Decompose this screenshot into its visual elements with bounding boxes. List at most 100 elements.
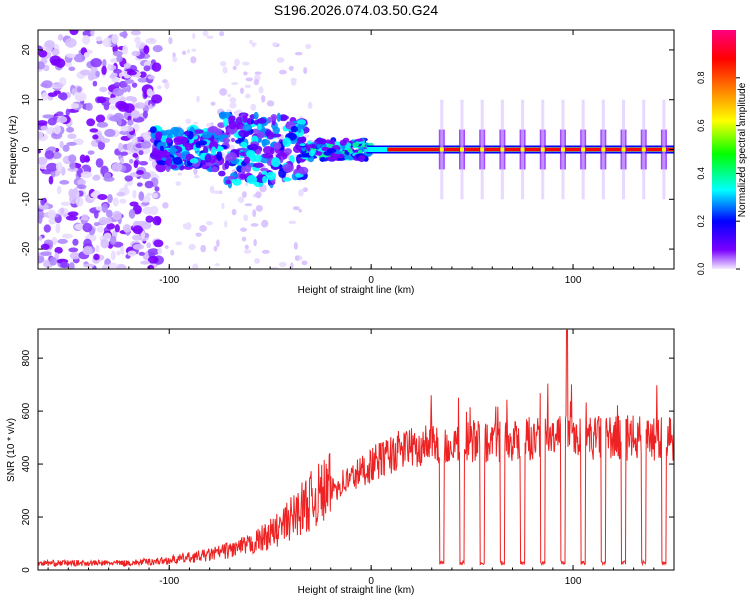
spectrogram-blob [82,222,93,233]
spectrogram-blob [326,148,337,153]
spectrogram-blob [219,111,228,120]
spectrogram-blob [235,139,242,144]
spectrogram-blob [219,60,227,67]
spectrogram-blob [298,209,302,213]
spectrogram-blob [152,44,163,53]
snr-x-tick-label: -100 [159,576,179,587]
spectrogram-blob [294,255,300,261]
colorbar: 0.0 0.2 0.4 0.6 0.8 Normalized spectral ampl… [696,30,748,275]
spectrogram-blob [232,65,237,71]
spectrogram-blob [246,174,258,185]
spectrogram-blob [145,37,157,45]
spectrogram-blob [119,198,127,204]
carrier-band-peak [387,147,674,152]
colorbar-gradient [712,30,736,269]
spectrogram-blob [175,181,182,186]
spectrogram-blob [244,203,253,207]
spectrogram-blob [288,220,297,225]
spectrogram-blob [73,187,78,195]
spectrogram-blob [264,130,271,137]
spectrogram-blob [55,161,63,172]
spectrogram-blob [181,50,187,56]
spectrogram-blob [193,121,199,125]
spectrogram-blob [242,61,250,66]
spectrogram-blob [95,70,100,77]
spectrogram-blob [70,103,80,109]
spectrogram-blob [92,134,99,140]
spectrogram-blob [117,142,124,152]
spectrogram-blob [141,201,150,206]
spectrogram-blob [272,42,278,47]
spectrogram-blob [147,75,156,80]
spectrogram-blob [107,262,119,269]
spectrogram-blob [38,254,45,264]
colorbar-tick-label: 0.0 [696,263,706,276]
spectrogram-blob [140,260,150,265]
spectrogram-blob [190,56,197,64]
spectrogram-blob [245,77,253,82]
spectrogram-blob [131,82,138,88]
spectrogram-blob [82,246,93,256]
spectrogram-blob [141,171,151,180]
spectrogram-blob [140,230,146,240]
spectrogram-blob [242,124,253,131]
spectrogram-blob [214,263,220,267]
snr-x-tick-label: 100 [565,576,582,587]
spectrogram-blob [38,120,48,126]
spectrogram-blob [137,77,149,83]
spectrogram-blob [146,88,153,97]
spectrogram-blob [57,34,64,41]
spectrogram-blob [44,150,55,160]
spectrogram-blob [231,81,239,86]
spectrogram-blob [223,117,229,127]
spectrogram-blob [253,79,260,86]
spectrogram-blob [249,143,258,151]
spectrogram-blob [157,247,163,255]
spectrogram-blob [68,247,79,253]
spectrogram-blob [87,72,95,81]
spectrogram-blob [106,222,116,230]
spectrogram-blob [115,264,127,269]
spectrogram-blob [343,155,353,160]
dropout-gap [661,147,666,152]
spectrogram-blob [170,164,178,170]
spectrogram-blob [278,114,288,122]
spectrogram-blob [145,215,154,223]
spectrogram-blob [95,114,106,123]
spectrogram-blob [90,192,98,198]
spectrogram-blob [119,130,130,135]
dropout-gap [439,147,444,152]
snr-x-tick-label: 0 [368,576,374,587]
spectrogram-x-tick-label: 100 [565,275,582,286]
spectrogram-blob [238,129,250,138]
spectrogram-blob [154,186,160,192]
spectrogram-blob [68,66,76,71]
spectrogram-blob [149,126,157,134]
spectrogram-blob [115,100,127,110]
spectrogram-blob [38,149,42,154]
spectrogram-blob [89,128,99,133]
spectrogram-blob [177,136,188,144]
spectrogram-marks [38,30,674,269]
spectrogram-blob [60,201,71,206]
spectrogram-blob [130,30,142,36]
spectrogram-blob [195,141,201,149]
spectrogram-blob [250,223,259,227]
colorbar-tick-label: 0.2 [696,215,706,228]
snr-series-line [38,329,674,568]
spectrogram-blob [258,86,264,94]
spectrogram-blob [243,156,251,164]
spectrogram-blob [75,196,84,207]
spectrogram-blob [68,262,75,269]
spectrogram-blob [74,95,85,101]
spectrogram-blob [146,192,153,197]
spectrogram-blob [207,126,216,134]
dropout-gap [621,147,626,152]
spectrogram-blob [155,162,167,173]
spectrogram-blob [41,92,49,101]
spectrogram-blob [282,163,294,173]
spectrogram-blob [123,183,129,192]
spectrogram-y-tick-label: 0 [21,146,32,152]
snr-panel: -100 0 100 0 200 400 600 800 Height of straigh… [6,328,675,596]
